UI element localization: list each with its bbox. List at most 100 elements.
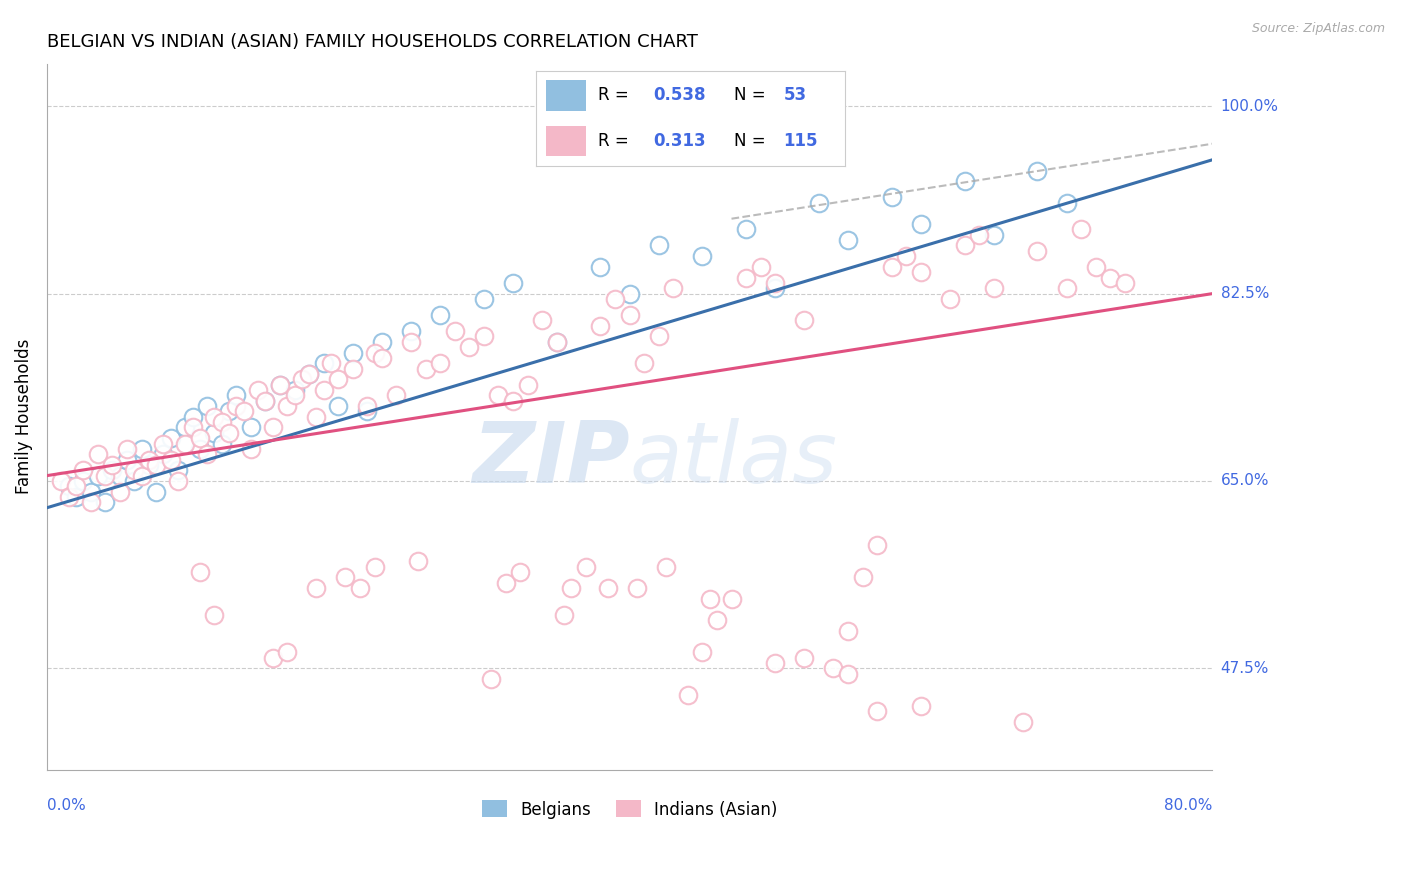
Point <box>108 484 131 499</box>
Point <box>342 361 364 376</box>
Point <box>763 281 786 295</box>
Point <box>79 495 101 509</box>
Point <box>553 607 575 622</box>
Point <box>488 388 510 402</box>
Text: 65.0%: 65.0% <box>1220 474 1270 489</box>
Point <box>953 238 976 252</box>
Point <box>408 554 430 568</box>
Point <box>108 468 131 483</box>
Point <box>837 233 859 247</box>
Point <box>910 698 932 713</box>
Point <box>174 420 197 434</box>
Point <box>312 383 335 397</box>
Point <box>1056 195 1078 210</box>
Point <box>131 468 153 483</box>
Point <box>763 276 786 290</box>
Point <box>262 420 284 434</box>
Point <box>458 340 481 354</box>
Point <box>254 393 277 408</box>
Point <box>509 565 531 579</box>
Text: 0.0%: 0.0% <box>46 798 86 814</box>
Point <box>101 463 124 477</box>
Point <box>87 447 110 461</box>
Point <box>866 538 889 552</box>
Point <box>1026 244 1049 258</box>
Point <box>1070 222 1092 236</box>
Point <box>58 490 80 504</box>
Point <box>349 581 371 595</box>
Point <box>174 436 197 450</box>
Point <box>1114 276 1136 290</box>
Point <box>152 436 174 450</box>
Point <box>115 442 138 456</box>
Point <box>305 581 328 595</box>
Point <box>181 409 204 424</box>
Point <box>735 270 758 285</box>
Point <box>218 404 240 418</box>
Point <box>1011 714 1033 729</box>
Point <box>443 324 465 338</box>
Point <box>371 351 394 365</box>
Point <box>319 356 342 370</box>
Point <box>793 313 815 327</box>
Legend: Belgians, Indians (Asian): Belgians, Indians (Asian) <box>475 794 785 825</box>
Point <box>692 249 714 263</box>
Point <box>516 377 538 392</box>
Point <box>124 474 146 488</box>
Point <box>837 666 859 681</box>
Point <box>619 286 641 301</box>
Point <box>356 399 378 413</box>
Point <box>866 704 889 718</box>
Point <box>385 388 408 402</box>
Point <box>910 265 932 279</box>
Point <box>429 356 451 370</box>
Point <box>115 452 138 467</box>
Text: BELGIAN VS INDIAN (ASIAN) FAMILY HOUSEHOLDS CORRELATION CHART: BELGIAN VS INDIAN (ASIAN) FAMILY HOUSEHO… <box>46 33 697 51</box>
Point <box>560 581 582 595</box>
Point <box>399 324 422 338</box>
Point <box>371 334 394 349</box>
Point <box>269 377 291 392</box>
Point <box>188 431 211 445</box>
Point <box>225 399 247 413</box>
Point <box>399 334 422 349</box>
Point <box>589 318 612 333</box>
Point <box>429 308 451 322</box>
Point <box>328 399 350 413</box>
Point <box>79 484 101 499</box>
Point <box>626 581 648 595</box>
Point <box>633 356 655 370</box>
Point <box>356 404 378 418</box>
Point <box>472 329 495 343</box>
Point <box>239 420 262 434</box>
Text: 82.5%: 82.5% <box>1220 286 1268 301</box>
Point <box>531 313 554 327</box>
Point <box>305 409 328 424</box>
Point <box>72 474 94 488</box>
Point <box>138 458 160 472</box>
Point <box>202 409 225 424</box>
Point <box>749 260 772 274</box>
Point <box>495 575 517 590</box>
Point <box>232 404 254 418</box>
Point <box>254 393 277 408</box>
Point <box>211 436 233 450</box>
Point <box>181 420 204 434</box>
Point <box>87 468 110 483</box>
Point <box>603 292 626 306</box>
Point <box>983 281 1005 295</box>
Point <box>159 452 181 467</box>
Point <box>662 281 685 295</box>
Point <box>225 388 247 402</box>
Text: Source: ZipAtlas.com: Source: ZipAtlas.com <box>1251 22 1385 36</box>
Point <box>101 458 124 472</box>
Text: atlas: atlas <box>630 417 838 500</box>
Point <box>188 565 211 579</box>
Point <box>647 329 669 343</box>
Point <box>65 479 87 493</box>
Point <box>983 227 1005 242</box>
Point <box>262 650 284 665</box>
Point <box>283 383 305 397</box>
Point <box>502 393 524 408</box>
Point <box>793 650 815 665</box>
